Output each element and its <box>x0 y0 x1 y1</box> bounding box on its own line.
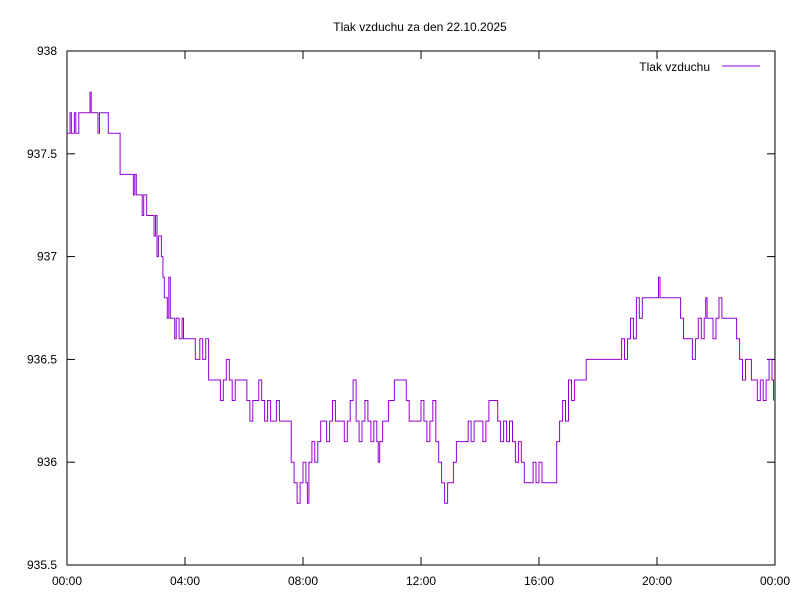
y-tick-label: 937.5 <box>27 147 57 161</box>
x-tick-label: 00:00 <box>52 574 82 588</box>
x-tick-label: 08:00 <box>288 574 318 588</box>
x-tick-label: 20:00 <box>642 574 672 588</box>
y-tick-label: 935.5 <box>27 558 57 572</box>
x-tick-label: 16:00 <box>524 574 554 588</box>
y-tick-label: 938 <box>37 44 57 58</box>
y-tick-label: 936 <box>37 455 57 469</box>
legend: Tlak vzduchu <box>639 60 760 74</box>
x-tick-label: 04:00 <box>170 574 200 588</box>
legend-label: Tlak vzduchu <box>639 60 710 74</box>
y-tick-label: 936.5 <box>27 352 57 366</box>
y-tick-label: 937 <box>37 250 57 264</box>
chart-title: Tlak vzduchu za den 22.10.2025 <box>333 20 507 34</box>
plot-frame <box>66 50 776 566</box>
x-tick-label: 12:00 <box>406 574 436 588</box>
series-line-tlak-vzduchu <box>67 91 774 504</box>
x-tick-label: 00:00 <box>760 574 790 588</box>
